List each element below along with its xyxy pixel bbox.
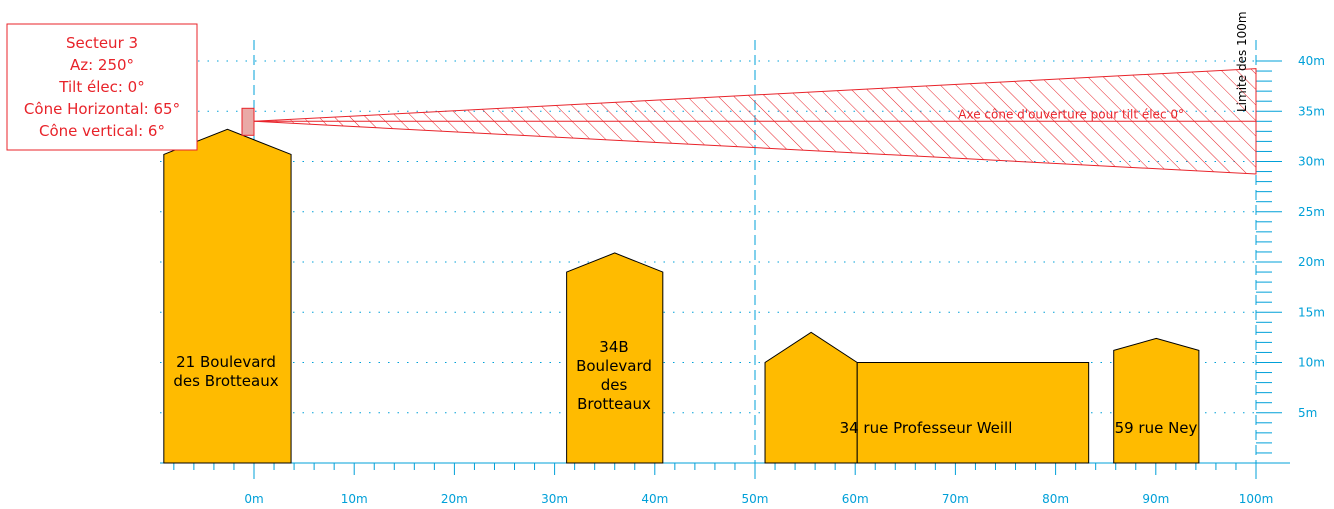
x-tick-label: 90m bbox=[1142, 492, 1169, 506]
tilt-value: Tilt élec: 0° bbox=[58, 78, 144, 96]
x-tick-label: 60m bbox=[842, 492, 869, 506]
y-tick-label: 5m bbox=[1298, 406, 1317, 420]
x-tick-label: 100m bbox=[1239, 492, 1274, 506]
antenna-icon bbox=[241, 107, 255, 136]
y-tick-label: 15m bbox=[1298, 305, 1325, 319]
building-label: Brotteaux bbox=[577, 395, 651, 413]
building-label: des Brotteaux bbox=[173, 372, 278, 390]
y-tick-label: 35m bbox=[1298, 104, 1325, 118]
building-label: 34 rue Professeur Weill bbox=[840, 419, 1013, 437]
building bbox=[1113, 337, 1200, 464]
x-tick-label: 0m bbox=[244, 492, 263, 506]
sector-name: Secteur 3 bbox=[66, 34, 138, 52]
azimuth-value: Az: 250° bbox=[70, 56, 134, 74]
x-tick-label: 30m bbox=[541, 492, 568, 506]
horizontal-cone-value: Cône Horizontal: 65° bbox=[24, 100, 180, 118]
y-tick-label: 20m bbox=[1298, 255, 1325, 269]
x-tick-label: 10m bbox=[341, 492, 368, 506]
building-label: des bbox=[601, 376, 628, 394]
x-tick-label: 50m bbox=[742, 492, 769, 506]
vertical-cone-value: Cône vertical: 6° bbox=[39, 122, 165, 140]
building bbox=[163, 128, 292, 464]
x-tick-label: 40m bbox=[641, 492, 668, 506]
building bbox=[856, 362, 1090, 464]
x-tick-label: 70m bbox=[942, 492, 969, 506]
building bbox=[764, 331, 858, 464]
y-tick-label: 30m bbox=[1298, 155, 1325, 169]
limit-label: Limite des 100m bbox=[1235, 11, 1249, 112]
y-tick-label: 10m bbox=[1298, 356, 1325, 370]
building-label: 21 Boulevard bbox=[176, 353, 276, 371]
building-label: 34B bbox=[599, 338, 628, 356]
opening-cone bbox=[253, 68, 1257, 175]
cone-axis-label: Axe cône d'ouverture pour tilt élec 0° bbox=[958, 107, 1184, 121]
building-label: 59 rue Ney bbox=[1115, 419, 1198, 437]
building-label: Boulevard bbox=[576, 357, 652, 375]
y-tick-label: 40m bbox=[1298, 54, 1325, 68]
y-tick-label: 25m bbox=[1298, 205, 1325, 219]
x-tick-label: 80m bbox=[1042, 492, 1069, 506]
x-tick-label: 20m bbox=[441, 492, 468, 506]
building bbox=[566, 252, 664, 464]
sector-info-box: Secteur 3 Az: 250° Tilt élec: 0° Cône Ho… bbox=[6, 23, 198, 151]
